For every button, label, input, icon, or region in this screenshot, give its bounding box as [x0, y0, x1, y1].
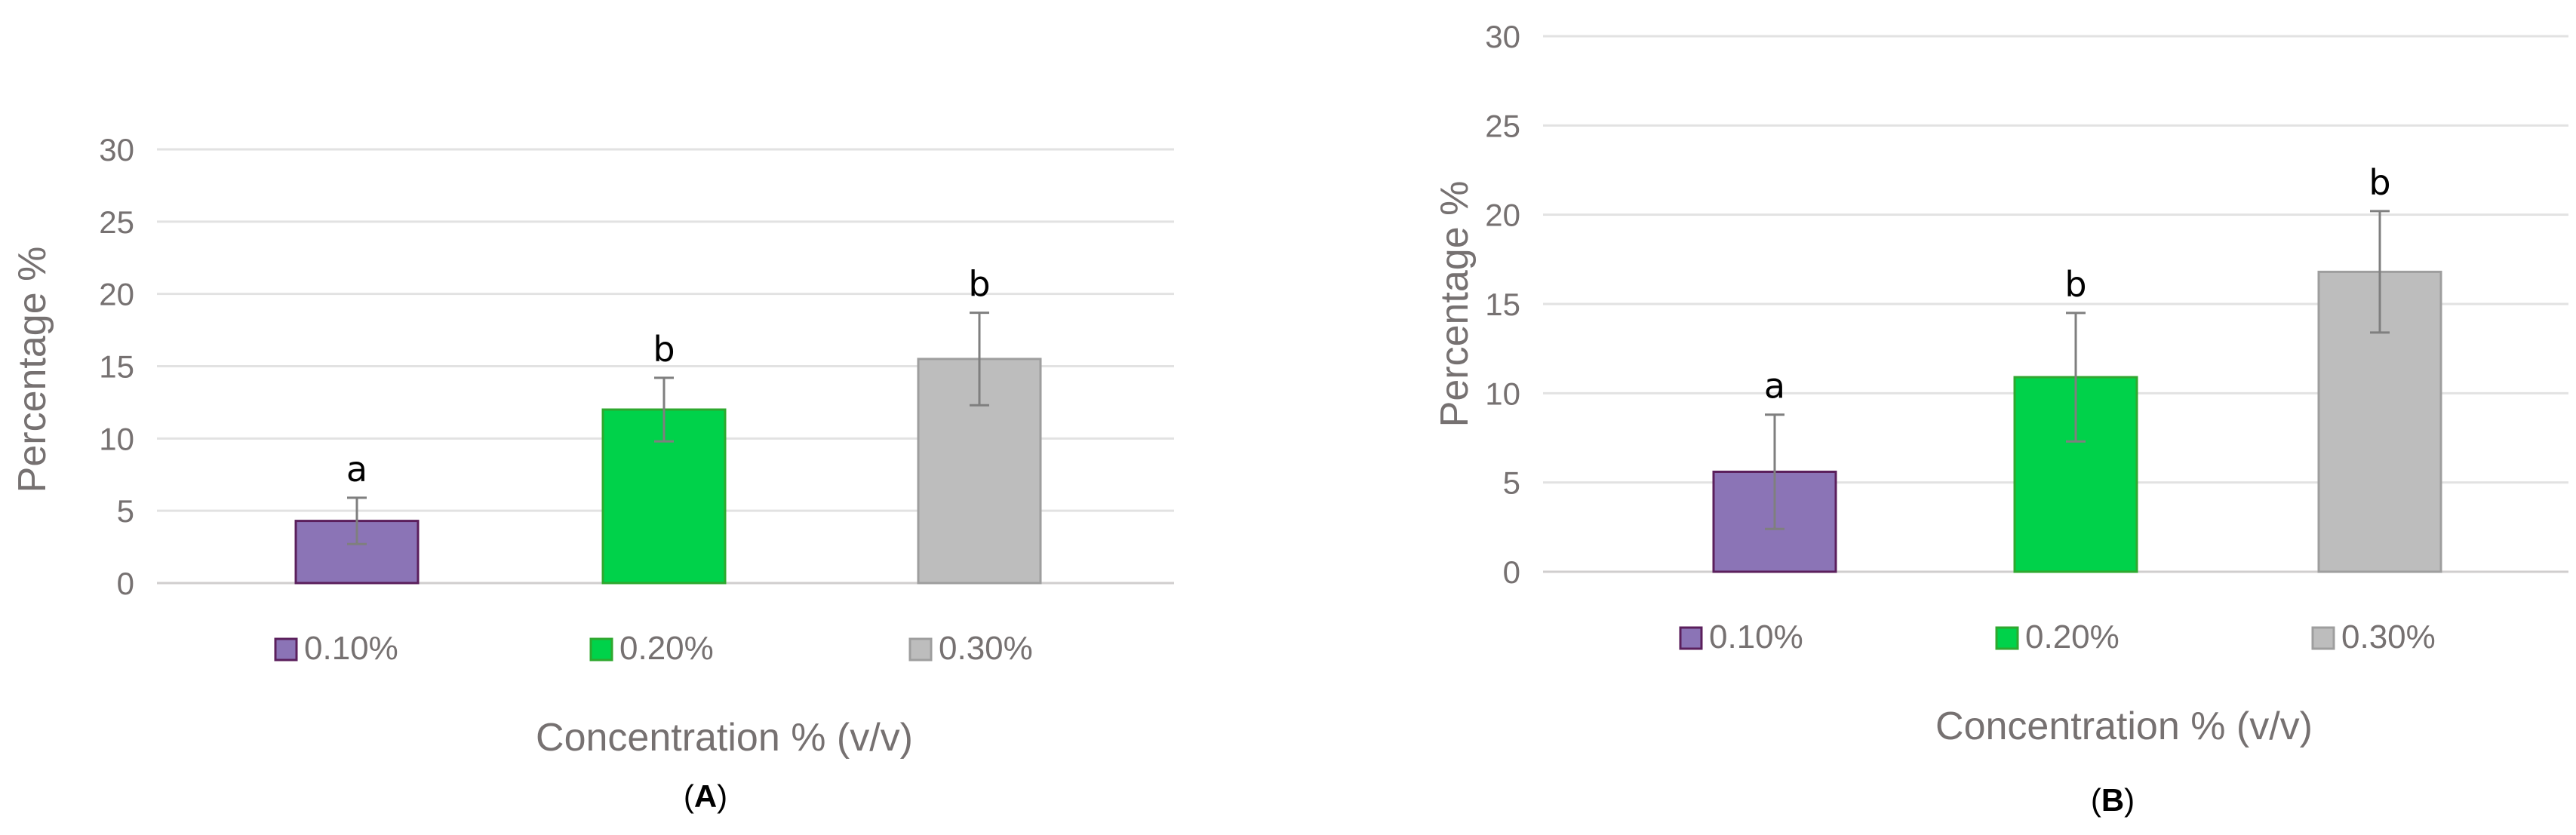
x-axis-title: Concentration % (v/v)	[1935, 705, 2313, 748]
y-tick-label: 20	[99, 277, 134, 312]
legend-label: 0.10%	[304, 630, 398, 667]
panel-label-open: (	[684, 778, 694, 814]
error-bar	[2066, 312, 2086, 443]
panel-label-close: )	[717, 778, 727, 814]
y-tick-label: 10	[99, 421, 134, 456]
error-bar	[2370, 210, 2390, 334]
y-tick-label: 15	[1485, 287, 1520, 322]
panel-label-letter: A	[694, 778, 717, 814]
panel-label-close: )	[2124, 782, 2135, 818]
y-tick-label: 10	[1485, 376, 1520, 411]
legend-label: 0.30%	[939, 630, 1033, 667]
y-axis-title: Percentage %	[11, 247, 54, 493]
significance-letter: a	[346, 449, 367, 490]
legend-label: 0.10%	[1709, 619, 1803, 655]
y-tick-label: 25	[99, 204, 134, 240]
legend-swatch	[274, 637, 298, 662]
error-bar	[1765, 413, 1784, 530]
y-tick-label: 0	[1503, 554, 1520, 590]
significance-letter: b	[653, 329, 675, 370]
y-tick-label: 25	[1485, 108, 1520, 143]
y-tick-label: 5	[117, 493, 134, 529]
y-tick-label: 0	[117, 566, 134, 601]
error-bar	[347, 496, 367, 545]
legend-label: 0.20%	[2025, 619, 2120, 655]
chart-panel-a: 0 5 10 15 20 25 30 Percentage % a b b 0.10% 0.20% 0.3…	[11, 132, 1174, 814]
legend-swatch	[1995, 626, 2019, 650]
y-tick-label: 30	[99, 132, 134, 167]
y-tick-label: 20	[1485, 198, 1520, 233]
legend-label: 0.30%	[2341, 619, 2436, 655]
legend-swatch	[589, 637, 613, 662]
chart-panel-b: 0 5 10 15 20 25 30 Percentage % a b b 0.10% 0.20% 0.3…	[1433, 19, 2568, 818]
x-axis-title: Concentration % (v/v)	[536, 716, 913, 760]
significance-letter: b	[2064, 264, 2086, 305]
y-tick-label: 15	[99, 349, 134, 385]
significance-letter: a	[1764, 366, 1785, 407]
y-tick-label: 30	[1485, 19, 1520, 54]
y-tick-label: 5	[1503, 465, 1520, 501]
panel-label-letter: B	[2101, 782, 2124, 818]
panel-label-open: (	[2091, 782, 2101, 818]
legend-swatch	[1679, 626, 1703, 650]
significance-letter: b	[2369, 162, 2390, 203]
panel-label: (A)	[684, 778, 727, 814]
legend-swatch	[2311, 626, 2335, 650]
legend-label: 0.20%	[619, 630, 714, 667]
error-bar	[970, 312, 989, 407]
panel-label: (B)	[2091, 782, 2135, 818]
significance-letter: b	[968, 264, 990, 305]
legend-swatch	[908, 637, 933, 662]
error-bar	[654, 376, 674, 443]
y-axis-title: Percentage %	[1433, 181, 1477, 428]
